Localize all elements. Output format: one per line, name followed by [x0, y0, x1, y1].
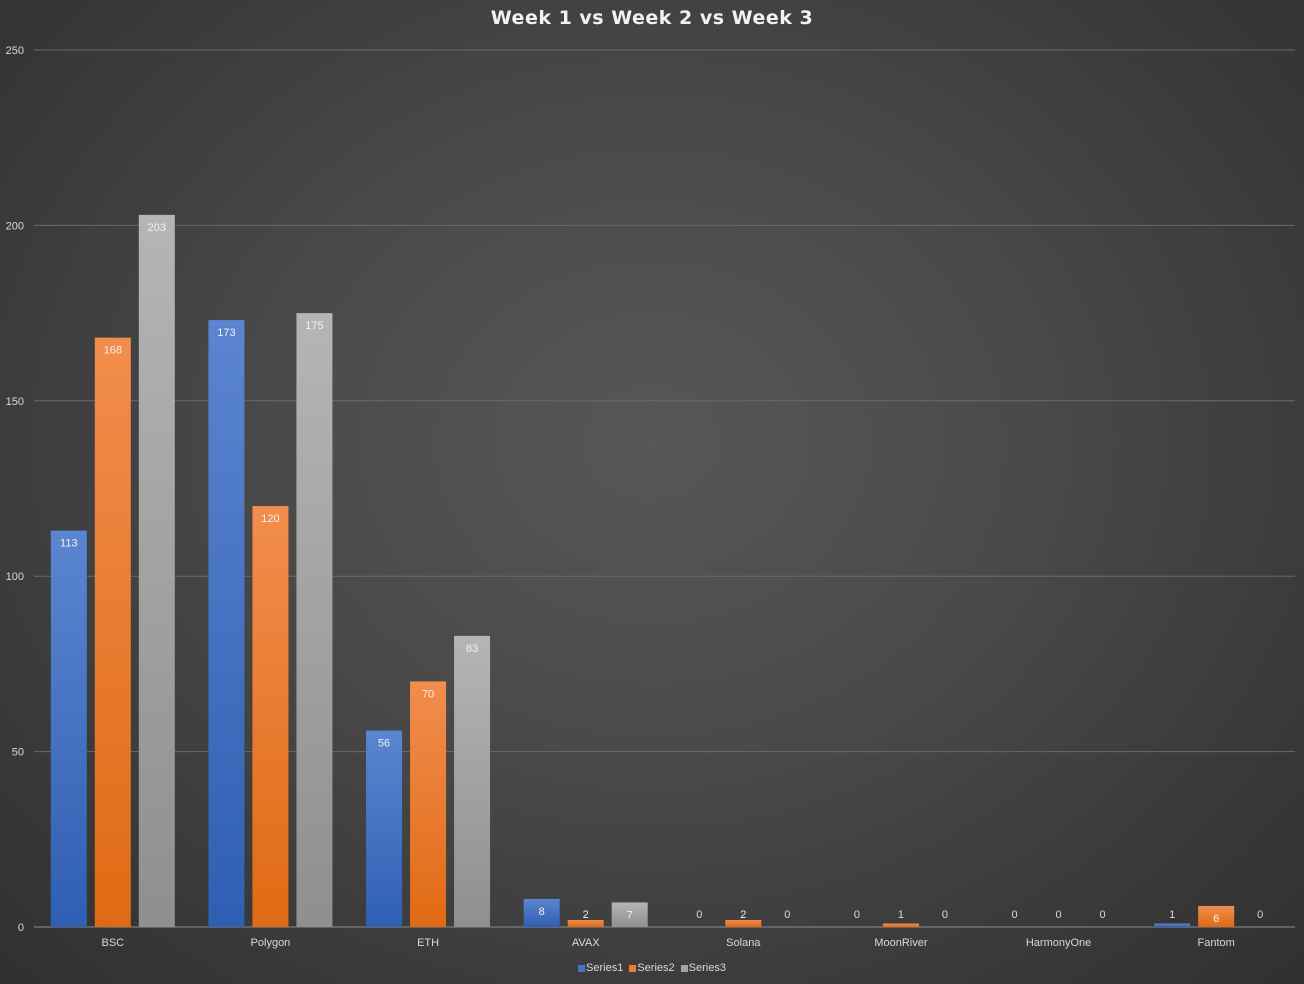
bar-series2-moonriver	[882, 923, 919, 927]
bar-series1-avax	[523, 898, 560, 927]
data-label: 56	[378, 738, 390, 750]
x-tick-label: HarmonyOne	[1026, 937, 1091, 949]
y-tick-label: 150	[6, 396, 24, 408]
bar-series2-polygon	[252, 506, 289, 927]
data-label: 8	[539, 906, 545, 918]
data-label: 203	[148, 222, 166, 234]
y-tick-label: 200	[6, 220, 24, 232]
data-label: 113	[60, 538, 78, 550]
y-tick-label: 0	[18, 922, 24, 934]
bar-series2-bsc	[94, 337, 131, 927]
bar-series3-polygon	[296, 313, 333, 928]
legend: Series1 Series2 Series3	[0, 962, 1304, 974]
data-label: 0	[942, 909, 948, 921]
data-label: 0	[1100, 909, 1106, 921]
data-label: 175	[305, 320, 323, 332]
bar-series1-bsc	[50, 530, 87, 927]
data-label: 0	[1056, 909, 1062, 921]
bar-series1-fantom	[1154, 923, 1191, 927]
data-label: 1	[1169, 909, 1175, 921]
data-label: 173	[217, 327, 235, 339]
x-tick-label: Solana	[726, 937, 761, 949]
y-tick-label: 250	[6, 45, 24, 57]
bar-series3-eth	[454, 635, 491, 927]
data-label: 0	[854, 909, 860, 921]
data-label: 2	[740, 909, 746, 921]
x-tick-label: Fantom	[1198, 937, 1235, 949]
legend-label: Series2	[637, 962, 675, 975]
x-tick-label: ETH	[417, 937, 439, 949]
legend-item: Series1	[578, 962, 623, 974]
bar-series1-eth	[366, 730, 403, 927]
y-tick-label: 100	[6, 571, 24, 583]
legend-item: Series2	[629, 962, 675, 975]
data-label: 0	[1012, 909, 1018, 921]
bar-series1-polygon	[208, 320, 245, 928]
legend-label: Series3	[688, 962, 726, 975]
chart-title: Week 1 vs Week 2 vs Week 3	[490, 7, 814, 29]
data-label: 1	[898, 909, 904, 921]
data-label: 0	[1257, 909, 1263, 921]
legend-swatch	[629, 964, 637, 972]
data-label: 168	[104, 345, 122, 357]
x-tick-label: MoonRiver	[874, 937, 928, 949]
x-tick-label: Polygon	[251, 937, 291, 949]
data-label: 7	[627, 909, 633, 921]
data-label: 6	[1213, 913, 1219, 925]
data-label: 2	[583, 909, 589, 921]
data-label: 0	[784, 909, 790, 921]
legend-swatch	[578, 964, 586, 972]
legend-label: Series1	[586, 962, 624, 975]
bar-series2-fantom	[1198, 905, 1235, 927]
data-label: 0	[696, 909, 702, 921]
legend-swatch	[680, 964, 688, 972]
data-label: 70	[422, 688, 434, 700]
bar-series2-eth	[410, 681, 447, 927]
x-tick-label: BSC	[102, 937, 125, 949]
data-label: 83	[466, 643, 478, 655]
x-tick-label: AVAX	[572, 937, 600, 949]
bar-series2-solana	[725, 919, 762, 927]
bar-series3-bsc	[138, 214, 175, 928]
data-label: 120	[261, 513, 279, 525]
bar-series2-avax	[567, 919, 604, 927]
y-tick-label: 50	[12, 747, 24, 759]
legend-item: Series3	[680, 962, 726, 975]
bar-series3-avax	[611, 902, 648, 927]
